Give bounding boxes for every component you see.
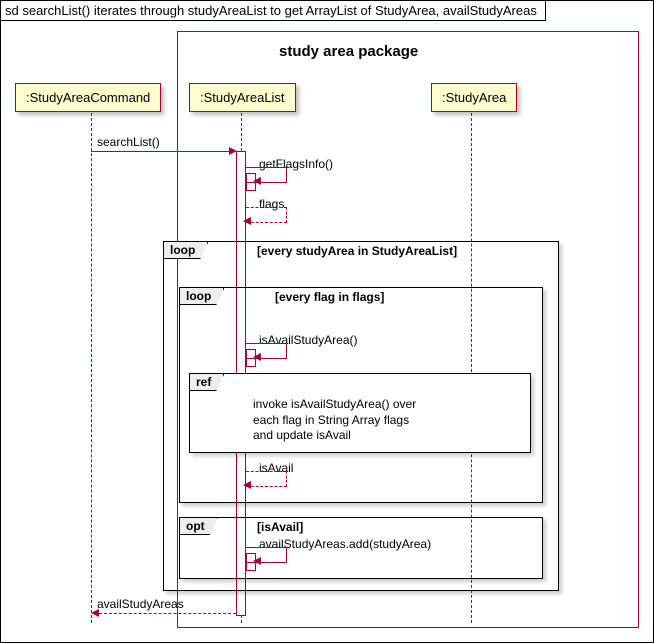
- arrowhead-flags: [243, 217, 251, 225]
- arrow-searchlist: [91, 151, 229, 152]
- frag-guard-loop-inner: [every flag in flags]: [275, 290, 384, 304]
- ref-line1: invoke isAvailStudyArea() over: [253, 397, 416, 413]
- diagram-title: sd searchList() iterates through studyAr…: [1, 1, 546, 21]
- ref-line3: and update isAvail: [253, 428, 416, 444]
- arrowhead-return: [91, 609, 99, 617]
- arrowhead-getflags: [253, 177, 261, 185]
- frag-label-opt: opt: [180, 518, 218, 535]
- arrowhead-isavail: [253, 353, 261, 361]
- arrow-return: [99, 613, 236, 614]
- frag-guard-opt: [isAvail]: [257, 520, 303, 534]
- sequence-diagram: sd searchList() iterates through studyAr…: [0, 0, 654, 643]
- arrowhead-isavail-return: [243, 481, 251, 489]
- arrowhead-searchlist: [229, 147, 237, 155]
- msg-searchlist: searchList(): [97, 135, 160, 149]
- ref-line2: each flag in String Array flags: [253, 413, 416, 429]
- lifeline-studyarealist: :StudyAreaList: [189, 83, 296, 112]
- frag-guard-loop-outer: [every studyArea in StudyAreaList]: [257, 244, 457, 258]
- lifeline-studyarea: :StudyArea: [431, 83, 517, 112]
- msg-return: availStudyAreas: [97, 597, 184, 611]
- ref-text: invoke isAvailStudyArea() over each flag…: [253, 397, 416, 444]
- lifeline-line-cmd: [91, 113, 92, 623]
- frag-label-loop-inner: loop: [180, 288, 224, 305]
- arrowhead-add: [253, 557, 261, 565]
- selfreturn-flags: [246, 207, 287, 223]
- lifeline-studyareacommand: :StudyAreaCommand: [15, 83, 161, 112]
- frag-label-ref: ref: [190, 374, 224, 391]
- package-title: study area package: [279, 43, 418, 60]
- selfreturn-isavail: [246, 471, 287, 487]
- frag-label-loop-outer: loop: [164, 242, 208, 259]
